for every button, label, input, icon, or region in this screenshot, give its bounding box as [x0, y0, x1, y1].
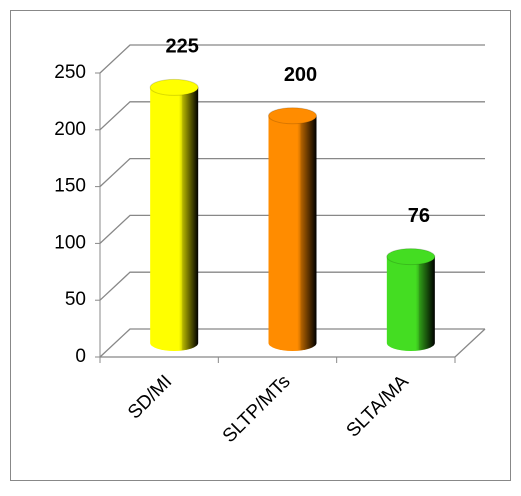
bar-shade: [418, 256, 435, 350]
bar-body: [386, 256, 435, 351]
grid-line: [99, 271, 485, 301]
bar-shade: [182, 87, 199, 351]
bar: [268, 107, 317, 351]
bar-body: [150, 87, 199, 352]
value-label: 200: [284, 64, 317, 86]
bar-body: [268, 115, 317, 351]
value-label: 76: [408, 205, 430, 227]
grid-line: [99, 214, 485, 244]
y-tick-label: 0: [75, 346, 86, 367]
grid-line: [99, 44, 485, 74]
y-tick-label: 200: [54, 119, 86, 140]
y-tick-label: 50: [65, 289, 86, 310]
grid-line: [99, 328, 485, 358]
bar: [149, 78, 199, 352]
bar: [386, 248, 436, 351]
bar-top: [386, 248, 436, 266]
value-label: 225: [165, 36, 198, 58]
bar-top: [268, 107, 317, 125]
chart-border: [10, 10, 511, 481]
grid-line: [99, 157, 485, 188]
y-tick-label: 250: [54, 62, 86, 83]
bar-top: [149, 78, 199, 96]
grid-line: [99, 101, 485, 131]
y-tick-label: 150: [54, 176, 86, 197]
y-tick-label: 100: [54, 232, 86, 253]
bar-shade: [300, 115, 317, 350]
